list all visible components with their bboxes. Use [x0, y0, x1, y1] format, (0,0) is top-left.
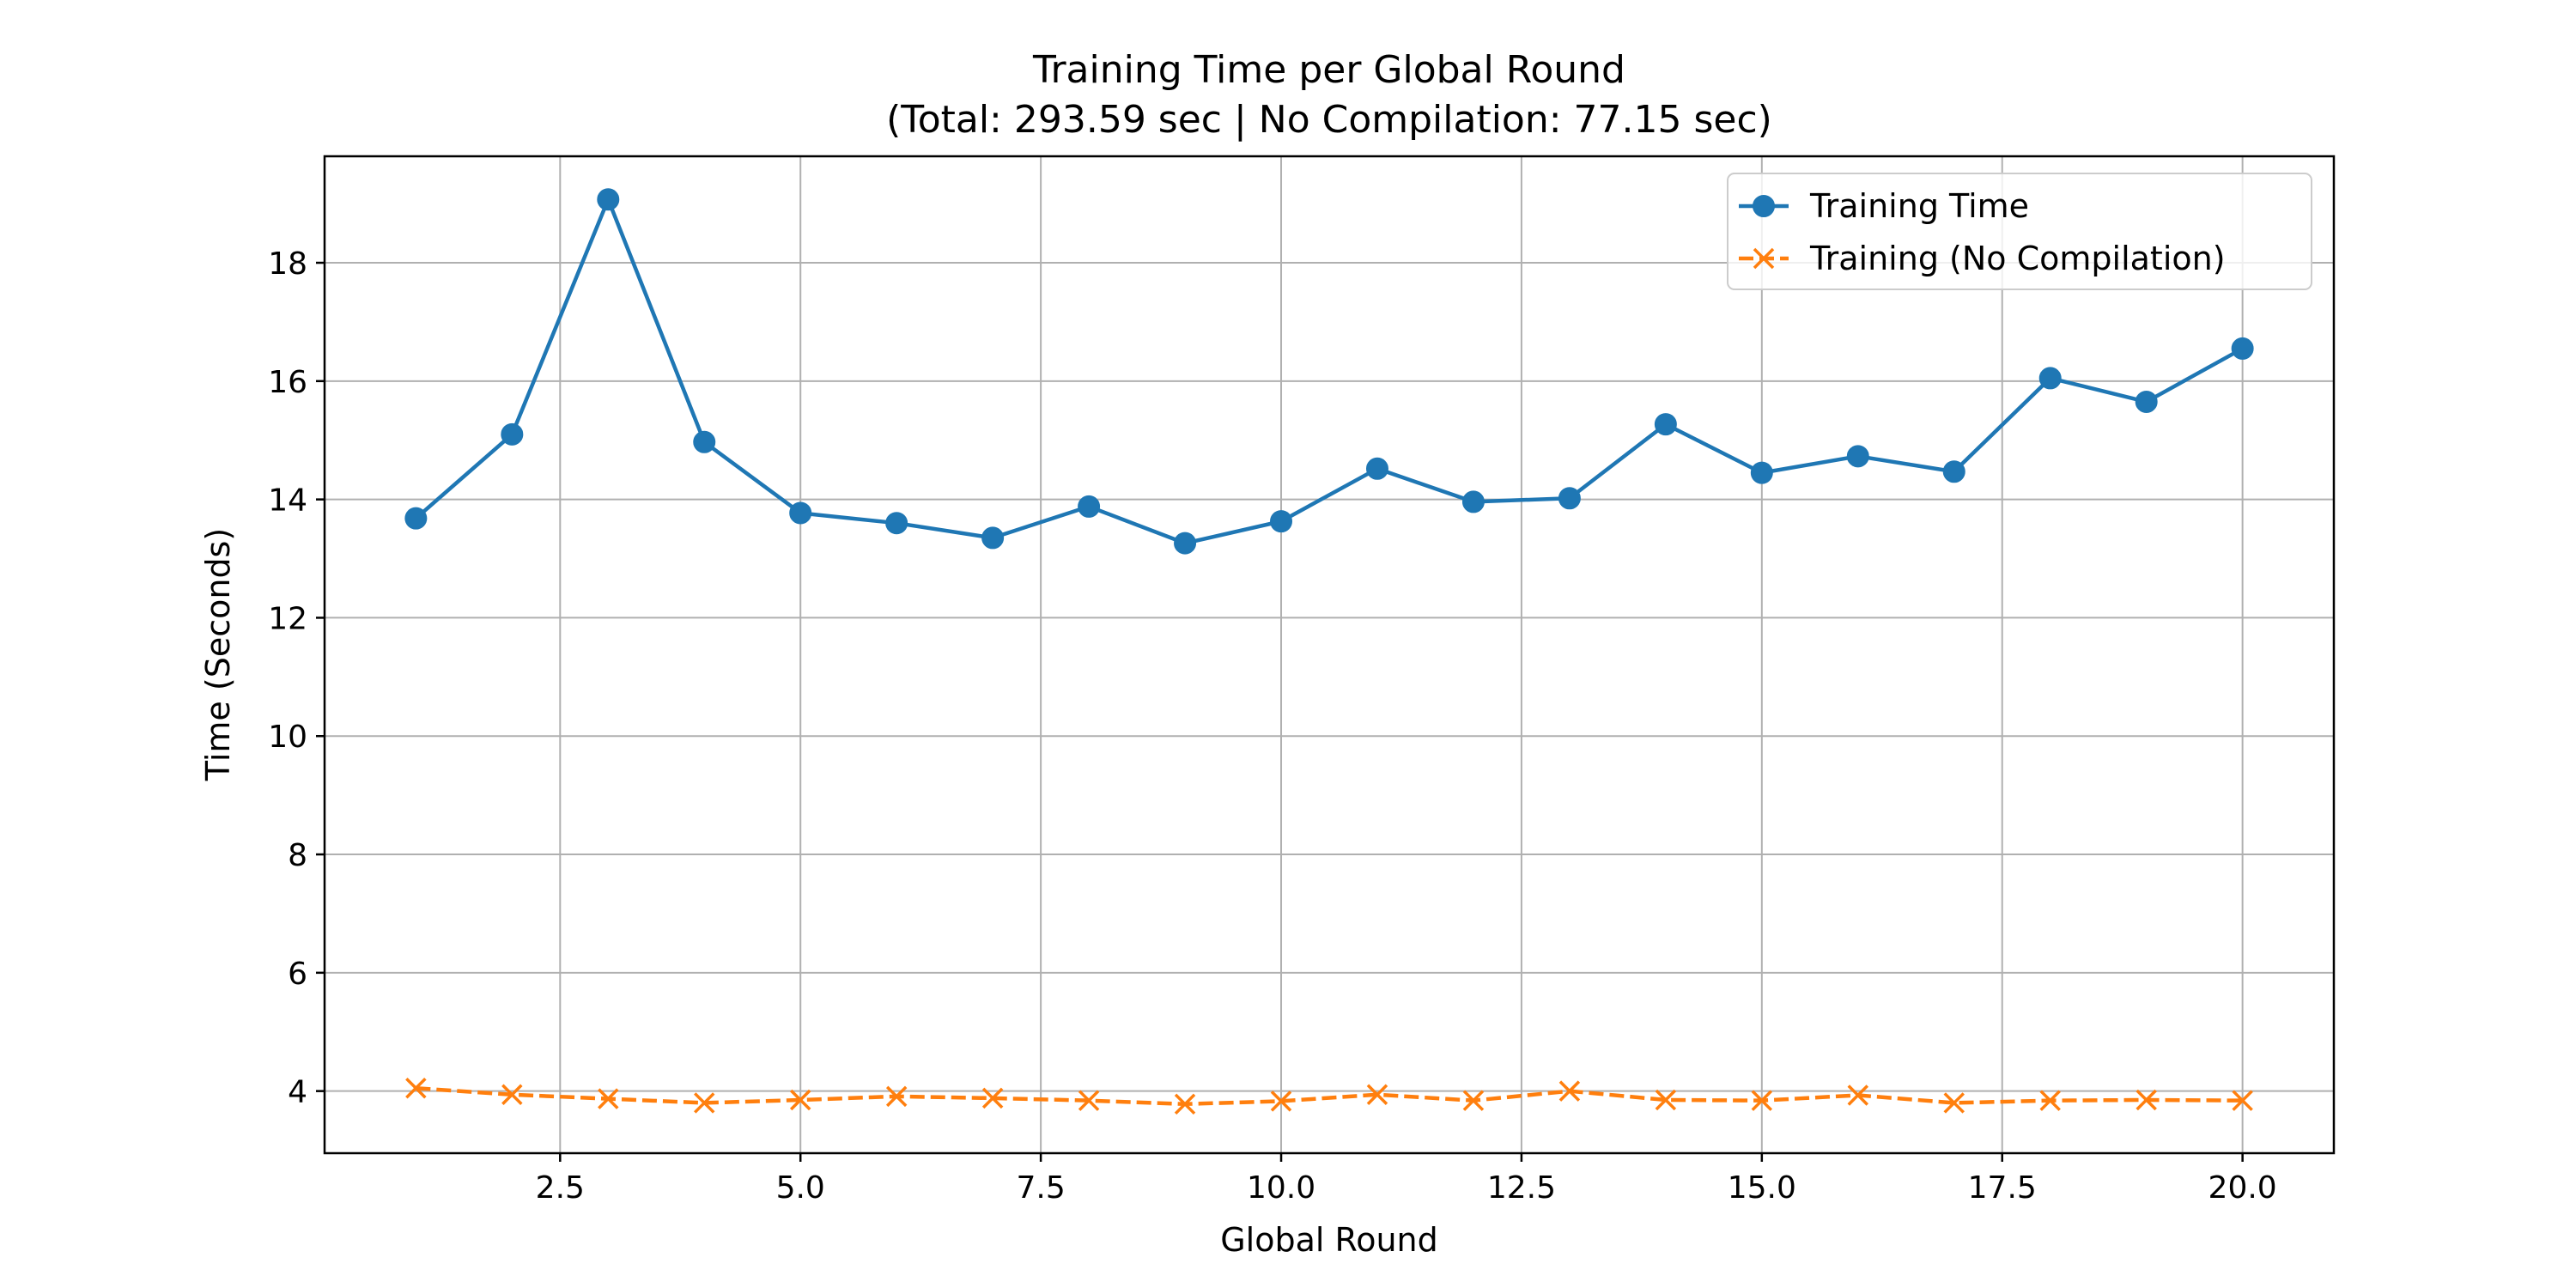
data-point [1270, 1091, 1292, 1112]
y-axis-label: Time (Seconds) [199, 528, 237, 781]
x-tick-label: 5.0 [776, 1170, 825, 1206]
data-point [885, 1085, 908, 1108]
data-point [1365, 457, 1388, 480]
series-1 [404, 188, 2254, 555]
data-point [981, 1087, 1004, 1109]
data-point [1461, 490, 1485, 513]
data-point [597, 188, 620, 211]
y-tick-label: 8 [288, 838, 307, 873]
data-point [1558, 487, 1581, 510]
data-point [2135, 390, 2158, 413]
data-point [694, 1092, 715, 1114]
data-point [1751, 1090, 1773, 1111]
data-point [693, 430, 716, 453]
y-tick-label: 18 [268, 246, 307, 282]
y-tick-label: 14 [268, 483, 307, 519]
data-series [404, 188, 2254, 1115]
data-point [1366, 1084, 1388, 1106]
y-tick-label: 12 [268, 601, 307, 636]
data-point [981, 526, 1005, 550]
data-point [2038, 367, 2062, 390]
data-point [1943, 1092, 1965, 1114]
x-tick-label: 2.5 [536, 1170, 585, 1206]
data-point [2039, 1090, 2061, 1111]
data-point [885, 512, 908, 535]
x-tick-label: 12.5 [1487, 1170, 1556, 1206]
data-point [1847, 1084, 1869, 1106]
data-point [1654, 413, 1677, 436]
legend: Training Time Training (No Compilation) [1727, 173, 2312, 290]
legend-marker [1753, 195, 1775, 217]
series-line [416, 1085, 2243, 1107]
data-point [1846, 445, 1869, 468]
data-point [1270, 510, 1293, 533]
chart-subtitle: (Total: 293.59 sec | No Compilation: 77.… [886, 98, 1772, 142]
x-tick-label: 17.5 [1968, 1170, 2037, 1206]
data-point [1750, 461, 1773, 484]
data-point [1655, 1089, 1677, 1111]
x-tick-label: 7.5 [1016, 1170, 1065, 1206]
y-tick-label: 10 [268, 720, 307, 755]
series-2 [405, 1077, 2253, 1115]
data-point [405, 1077, 427, 1099]
x-tick-label: 15.0 [1728, 1170, 1796, 1206]
y-tick-label: 16 [268, 365, 307, 400]
data-point [1078, 495, 1101, 518]
legend-entries: Training Time Training (No Compilation) [1739, 187, 2226, 277]
x-tick-label: 20.0 [2208, 1170, 2277, 1206]
data-point [789, 1089, 811, 1111]
series-line [414, 197, 2244, 545]
data-point [501, 422, 524, 446]
data-point [1942, 460, 1965, 483]
legend-label: Training Time [1809, 187, 2029, 225]
data-point [501, 1084, 523, 1106]
data-point [404, 507, 428, 530]
data-point [1462, 1090, 1485, 1111]
x-tick-label: 10.0 [1247, 1170, 1315, 1206]
data-point [1558, 1080, 1581, 1102]
legend-label: Training (No Compilation) [1809, 240, 2226, 277]
legend-box [1727, 173, 2312, 290]
data-point [1174, 1093, 1196, 1115]
y-tick-label: 6 [288, 957, 307, 992]
data-point [2136, 1089, 2157, 1111]
data-point [789, 501, 812, 525]
plot-frame [323, 155, 2336, 1155]
axis-ticks: 2.5 5.0 7.5 10.0 12.5 15.0 17.5 20.0 4 6 8 10 12 14 16… [268, 246, 2277, 1206]
data-point [2231, 337, 2254, 360]
data-point [2232, 1090, 2253, 1111]
data-point [1174, 532, 1197, 555]
data-point [598, 1088, 619, 1109]
chart-title: Training Time per Global Round [1032, 48, 1625, 92]
x-axis-label: Global Round [1220, 1221, 1438, 1259]
grid-lines [325, 156, 2334, 1153]
y-tick-label: 4 [288, 1075, 307, 1110]
legend-marker [1753, 247, 1775, 270]
data-point [1078, 1090, 1100, 1111]
